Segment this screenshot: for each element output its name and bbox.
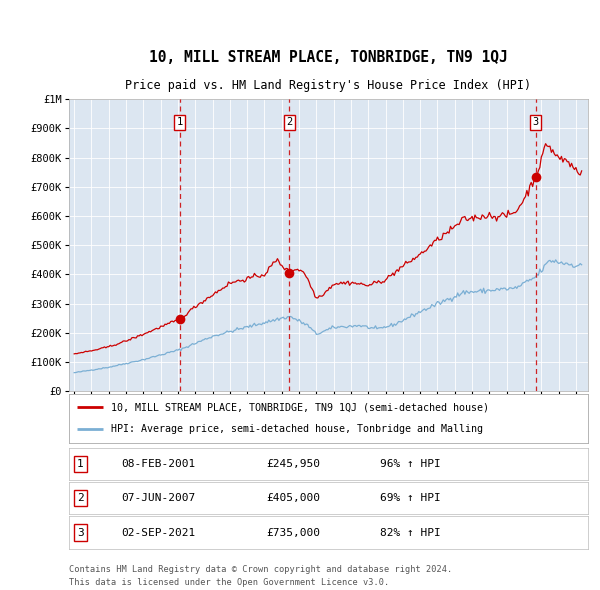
Text: 3: 3 [532, 117, 539, 127]
Text: Contains HM Land Registry data © Crown copyright and database right 2024.: Contains HM Land Registry data © Crown c… [69, 565, 452, 574]
Text: This data is licensed under the Open Government Licence v3.0.: This data is licensed under the Open Gov… [69, 578, 389, 587]
Text: 96% ↑ HPI: 96% ↑ HPI [380, 458, 441, 468]
Text: Price paid vs. HM Land Registry's House Price Index (HPI): Price paid vs. HM Land Registry's House … [125, 79, 532, 92]
Text: 10, MILL STREAM PLACE, TONBRIDGE, TN9 1QJ: 10, MILL STREAM PLACE, TONBRIDGE, TN9 1Q… [149, 50, 508, 65]
Text: HPI: Average price, semi-detached house, Tonbridge and Malling: HPI: Average price, semi-detached house,… [110, 424, 482, 434]
Text: 82% ↑ HPI: 82% ↑ HPI [380, 527, 441, 537]
Text: 3: 3 [77, 527, 84, 537]
Text: £405,000: £405,000 [266, 493, 320, 503]
Text: 02-SEP-2021: 02-SEP-2021 [121, 527, 195, 537]
Text: 10, MILL STREAM PLACE, TONBRIDGE, TN9 1QJ (semi-detached house): 10, MILL STREAM PLACE, TONBRIDGE, TN9 1Q… [110, 402, 488, 412]
Text: 1: 1 [77, 458, 84, 468]
Text: £735,000: £735,000 [266, 527, 320, 537]
Text: 69% ↑ HPI: 69% ↑ HPI [380, 493, 441, 503]
Text: 1: 1 [176, 117, 183, 127]
Text: 2: 2 [77, 493, 84, 503]
Text: 08-FEB-2001: 08-FEB-2001 [121, 458, 195, 468]
Text: 2: 2 [286, 117, 293, 127]
Text: £245,950: £245,950 [266, 458, 320, 468]
Text: 07-JUN-2007: 07-JUN-2007 [121, 493, 195, 503]
